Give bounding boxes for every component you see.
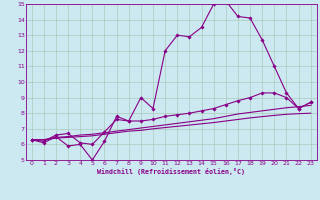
X-axis label: Windchill (Refroidissement éolien,°C): Windchill (Refroidissement éolien,°C) bbox=[97, 168, 245, 175]
